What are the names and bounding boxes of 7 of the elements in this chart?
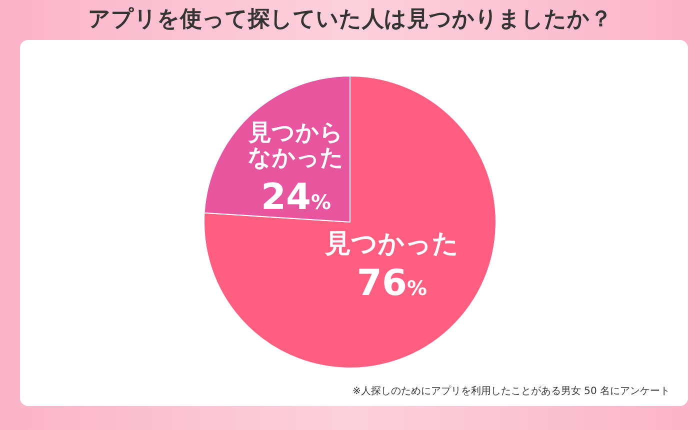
text: ※人探しのためにアプリを利用したことがある男女 50 名にアンケート xyxy=(352,384,670,398)
chart-title: アプリを使って探していた人は見つかりましたか？ xyxy=(87,6,613,34)
slice-label: 見つかった xyxy=(324,228,459,259)
slice-label: 見つからなかった xyxy=(247,120,346,172)
pie-slice xyxy=(204,76,496,368)
data-label: 76% xyxy=(356,263,428,304)
data-label: 24% xyxy=(260,176,332,218)
